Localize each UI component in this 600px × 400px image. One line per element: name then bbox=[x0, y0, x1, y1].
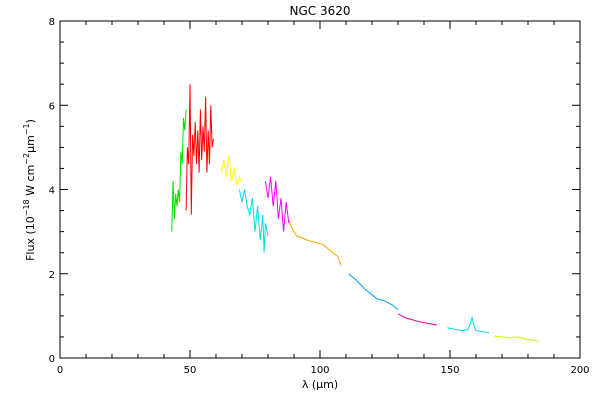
x-tick-label: 100 bbox=[310, 365, 329, 376]
y-tick-label: 8 bbox=[49, 17, 55, 28]
y-tick-label: 4 bbox=[49, 186, 55, 197]
y-axis-label-exp2: −2 bbox=[22, 153, 31, 165]
y-axis-label-mid2: μm bbox=[24, 135, 37, 153]
x-tick-label: 0 bbox=[57, 365, 63, 376]
plot-frame bbox=[59, 20, 581, 359]
spectrum-segment-3 bbox=[220, 155, 243, 186]
y-axis-label-prefix: Flux (10 bbox=[24, 216, 37, 261]
spectrum-segment-6 bbox=[288, 218, 342, 266]
y-tick-label: 6 bbox=[49, 101, 55, 112]
x-tick-label: 150 bbox=[440, 365, 459, 376]
y-tick-label: 0 bbox=[49, 354, 55, 365]
x-axis-label: λ (μm) bbox=[302, 378, 338, 391]
y-axis-label-exp1: −18 bbox=[22, 199, 31, 216]
spectrum-segment-8 bbox=[397, 313, 438, 326]
y-axis-label: Flux (10−18 W cm−2μm−1) bbox=[22, 119, 37, 261]
y-axis-label-exp3: −1 bbox=[22, 123, 31, 135]
chart-title: NGC 3620 bbox=[289, 4, 350, 18]
spectrum-segment-10 bbox=[494, 335, 539, 342]
spectrum-segment-7 bbox=[348, 273, 399, 310]
spectrum-segment-4 bbox=[238, 189, 269, 253]
y-tick-label: 2 bbox=[49, 270, 55, 281]
spectrum-segment-2 bbox=[185, 84, 214, 215]
spectrum-segment-1 bbox=[171, 109, 187, 232]
spectrum-segment-5 bbox=[264, 176, 290, 232]
y-axis-label-mid1: W cm bbox=[24, 165, 37, 200]
x-tick-label: 200 bbox=[570, 365, 589, 376]
axis-ticks bbox=[59, 20, 581, 359]
spectrum-series bbox=[171, 84, 539, 342]
y-axis-label-suffix: ) bbox=[24, 119, 37, 123]
axis-tick-labels: 0 50 100 150 200 0 2 4 6 8 bbox=[49, 17, 590, 376]
spectrum-segment-9 bbox=[447, 316, 490, 334]
x-tick-label: 50 bbox=[184, 365, 197, 376]
